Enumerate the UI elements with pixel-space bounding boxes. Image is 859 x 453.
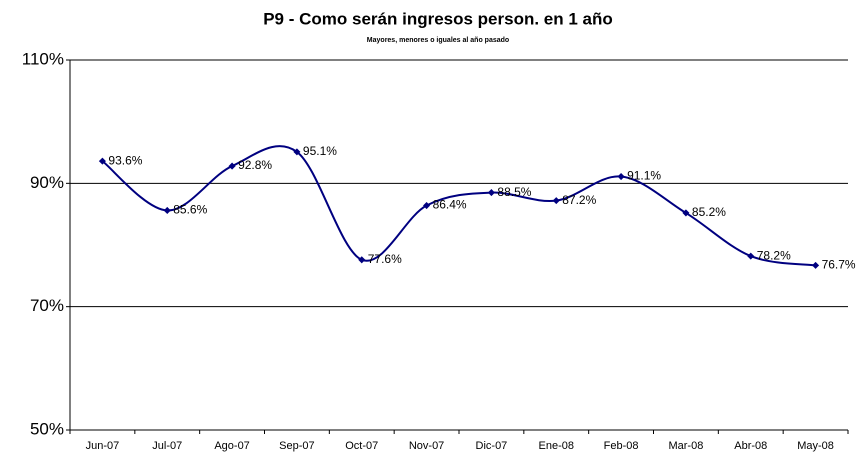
data-label: 76.7%: [822, 258, 856, 272]
marker: [228, 162, 236, 170]
marker: [487, 189, 495, 197]
data-label: 87.2%: [562, 193, 596, 207]
marker: [617, 173, 625, 181]
marker: [358, 256, 366, 264]
x-tick-label: Jul-07: [152, 440, 182, 452]
y-tick-label: 90%: [30, 173, 64, 192]
data-label: 85.2%: [692, 205, 726, 219]
marker: [812, 261, 820, 269]
data-label: 93.6%: [108, 153, 142, 167]
y-tick-label: 110%: [22, 49, 64, 68]
marker: [98, 157, 106, 165]
chart-title: P9 - Como serán ingresos person. en 1 añ…: [263, 9, 613, 28]
x-tick-label: Nov-07: [409, 440, 444, 452]
data-label: 85.6%: [173, 203, 207, 217]
x-tick-label: Mar-08: [668, 440, 703, 452]
y-tick-label: 70%: [30, 296, 64, 315]
x-tick-label: Oct-07: [345, 440, 378, 452]
x-tick-label: Dic-07: [476, 440, 508, 452]
x-tick-label: Abr-08: [734, 440, 767, 452]
marker: [163, 206, 171, 215]
chart-subtitle: Mayores, menores o iguales al año pasado: [367, 37, 509, 44]
y-tick-label: 50%: [30, 419, 64, 438]
x-tick-label: Ago-07: [214, 440, 249, 452]
marker: [747, 252, 755, 260]
data-label: 77.6%: [368, 252, 402, 266]
data-label: 91.1%: [627, 169, 661, 183]
marker: [682, 209, 690, 217]
x-tick-label: Sep-07: [279, 440, 314, 452]
marker: [552, 197, 560, 205]
marker: [423, 201, 431, 210]
x-tick-label: Ene-08: [539, 440, 574, 452]
x-tick-label: Feb-08: [604, 440, 639, 452]
data-label: 86.4%: [433, 198, 467, 212]
x-tick-label: Jun-07: [86, 440, 120, 452]
data-label: 88.5%: [497, 185, 531, 199]
data-label: 78.2%: [757, 248, 791, 262]
x-tick-label: May-08: [797, 440, 834, 452]
marker: [293, 148, 301, 156]
data-label: 95.1%: [303, 144, 337, 158]
data-label: 92.8%: [238, 158, 272, 172]
